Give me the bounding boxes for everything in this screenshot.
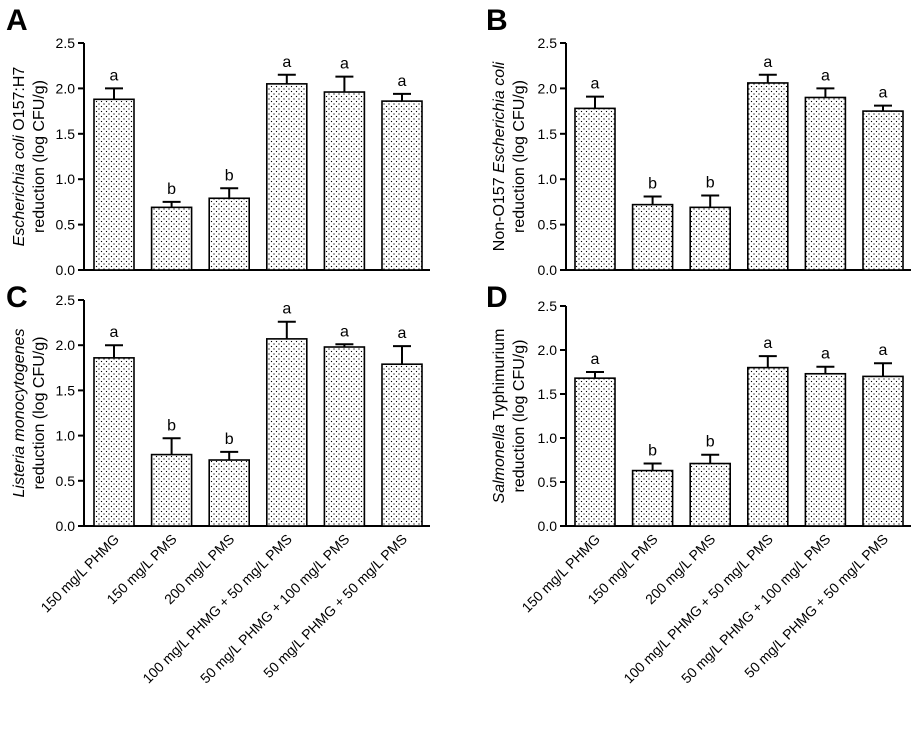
y-tick-label: 2.0 [538,342,558,358]
y-tick-label: 2.0 [56,80,76,96]
significance-letter: a [763,54,772,71]
significance-letter: b [706,175,715,192]
bar [746,366,789,527]
panel-letter: B [486,4,508,37]
y-tick-label: 0.0 [538,262,558,278]
bar [804,96,847,271]
y-tick-label: 1.0 [538,171,558,187]
y-axis-label: Escherichia coli O157:H7 [11,67,28,247]
significance-letter: b [225,431,234,448]
y-tick-label: 2.0 [56,337,76,353]
bar [862,375,904,527]
significance-letter: a [879,85,888,102]
significance-letter: a [282,301,291,318]
panel-c: C 0.0 0.5 1.0 1.5 2.0 2.5 Listeria monocytogene… [6,281,430,686]
significance-letter: a [340,323,349,340]
bar [381,100,423,271]
bar [93,357,135,527]
panel-letter: C [6,281,28,314]
bar [746,82,789,271]
panel-d: D 0.0 0.5 1.0 1.5 2.0 2.5 Salmonella Typhimuriu… [486,281,911,686]
significance-letter: a [591,76,600,93]
bar [804,372,847,527]
bar [93,98,135,271]
y-axis-label: reduction (log CFU/g) [511,340,528,493]
significance-letter: b [648,443,657,460]
y-axis-label: reduction (log CFU/g) [31,337,48,490]
significance-letter: a [821,346,830,363]
significance-letter: a [340,56,349,73]
significance-letter: b [225,167,234,184]
y-tick-label: 0.5 [56,473,76,489]
panel-letter: A [6,4,28,37]
panel-a: A 0.0 0.5 1.0 1.5 2.0 2.5 Escherichia coli O157… [6,4,430,278]
y-axis-label: Listeria monocytogenes [11,329,28,498]
y-tick-label: 2.5 [56,292,76,308]
significance-letter: a [591,351,600,368]
bar [689,206,732,271]
significance-letter: a [821,67,830,84]
y-tick-label: 2.0 [538,80,558,96]
significance-letter: b [167,417,176,434]
bar [631,469,674,527]
panel-b: B 0.0 0.5 1.0 1.5 2.0 2.5 Non-O157 Escherichia … [486,4,911,278]
y-tick-label: 2.5 [538,35,558,51]
bar [689,462,732,527]
significance-letter: b [167,181,176,198]
y-tick-label: 2.5 [538,298,558,314]
y-tick-label: 0.0 [538,518,558,534]
y-tick-label: 0.0 [56,518,76,534]
y-tick-label: 0.5 [56,217,76,233]
bar [265,338,308,527]
y-tick-label: 1.0 [56,428,76,444]
y-tick-label: 1.5 [538,126,558,142]
bar [323,346,366,527]
y-axis-label: reduction (log CFU/g) [31,80,48,233]
y-tick-label: 1.0 [538,430,558,446]
bar [381,363,423,527]
significance-letter: b [706,434,715,451]
bar [150,453,193,527]
bar [862,110,904,271]
y-tick-label: 1.5 [538,386,558,402]
bar [265,83,308,271]
bar [208,459,250,527]
significance-letter: b [648,175,657,192]
y-axis-label: reduction (log CFU/g) [511,80,528,233]
bar [631,203,674,271]
y-tick-label: 1.5 [56,382,76,398]
y-tick-label: 0.5 [538,217,558,233]
y-tick-label: 0.0 [56,262,76,278]
significance-letter: a [110,67,119,84]
panel-letter: D [486,281,508,314]
y-tick-label: 0.5 [538,474,558,490]
bar [574,107,616,271]
y-tick-label: 1.5 [56,126,76,142]
significance-letter: a [879,342,888,359]
y-axis-label: Non-O157 Escherichia coli [491,61,508,251]
y-axis-label: Salmonella Typhimurium [491,329,508,504]
significance-letter: a [110,324,119,341]
bar [323,91,366,271]
significance-letter: a [398,325,407,342]
y-tick-label: 1.0 [56,171,76,187]
bar [150,206,193,271]
y-tick-label: 2.5 [56,35,76,51]
significance-letter: a [282,54,291,71]
bar [208,197,250,271]
significance-letter: a [763,335,772,352]
bar [574,377,616,527]
significance-letter: a [398,73,407,90]
